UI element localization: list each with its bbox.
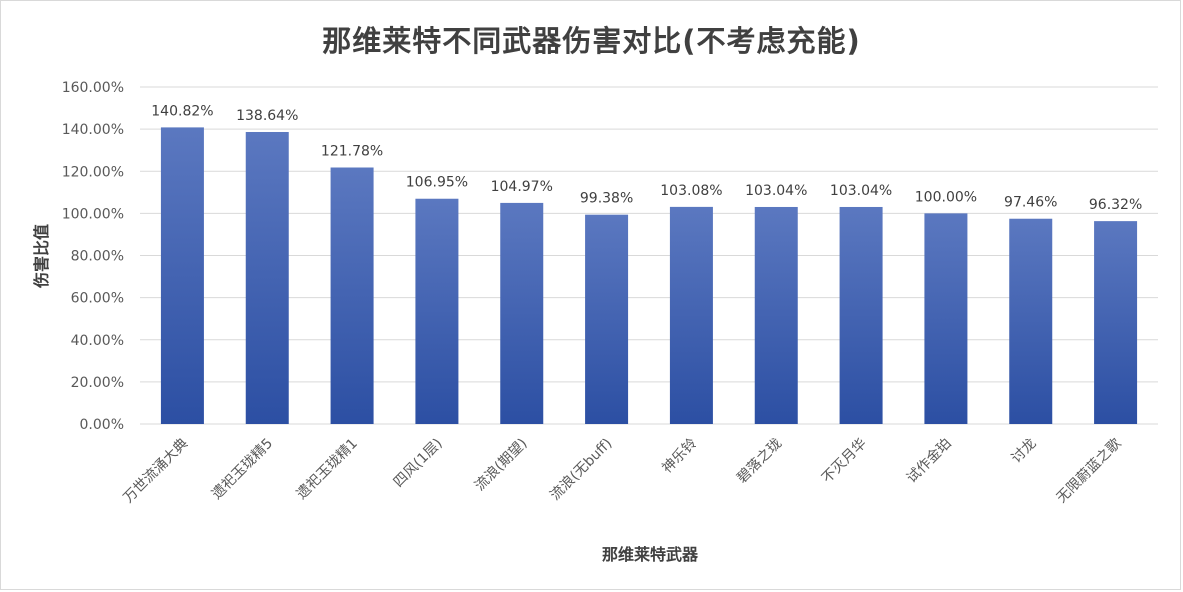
x-category-label: 遗祀玉珑精5	[209, 436, 276, 503]
chart-title: 那维莱特不同武器伤害对比(不考虑充能)	[322, 24, 861, 58]
bar	[160, 127, 204, 424]
y-tick-label: 100.00%	[62, 206, 124, 222]
y-tick-label: 20.00%	[71, 375, 124, 391]
bar	[585, 214, 629, 424]
x-category-label: 碧落之珑	[734, 436, 785, 487]
data-label: 97.46%	[1004, 195, 1057, 211]
data-label: 103.04%	[830, 183, 892, 199]
x-category-label: 讨龙	[1008, 436, 1039, 467]
data-label: 99.38%	[580, 191, 633, 207]
x-category-label: 流浪(无buff)	[547, 436, 615, 504]
x-category-label: 流浪(期望)	[472, 436, 531, 495]
data-label: 100.00%	[915, 189, 977, 205]
gridlines	[140, 86, 1158, 425]
y-tick-label: 140.00%	[62, 122, 124, 138]
x-category-label: 神乐铃	[659, 436, 700, 477]
data-label: 121.78%	[321, 144, 383, 160]
data-label: 106.95%	[406, 175, 468, 191]
y-tick-label: 120.00%	[62, 164, 124, 180]
x-category-labels: 万世流涌大典 遗祀玉珑精5 遗祀玉珑精1 四风(1层) 流浪(期望) 流浪(无buff) 神…	[121, 436, 1125, 507]
x-category-label: 不灭月华	[819, 436, 870, 487]
bar	[330, 167, 374, 425]
y-tick-label: 0.00%	[80, 417, 124, 433]
bars	[160, 127, 1138, 425]
data-label: 140.82%	[151, 103, 213, 119]
x-category-label: 四风(1层)	[391, 436, 446, 491]
y-tick-label: 160.00%	[62, 80, 124, 96]
bar	[924, 213, 968, 424]
x-category-label: 遗祀玉珑精1	[294, 436, 361, 503]
x-category-label: 试作金珀	[904, 436, 955, 487]
data-label: 96.32%	[1089, 197, 1142, 213]
bar	[839, 206, 883, 424]
data-label: 104.97%	[491, 179, 553, 195]
data-label: 103.04%	[745, 183, 807, 199]
data-labels: 140.82% 138.64% 121.78% 106.95% 104.97% 99.38…	[151, 103, 1142, 213]
bar	[669, 206, 713, 424]
bar	[754, 206, 798, 424]
bar	[500, 202, 544, 424]
bar	[415, 198, 459, 424]
bar	[1094, 221, 1138, 424]
y-tick-labels: 0.00% 20.00% 40.00% 60.00% 80.00% 100.00% 120.…	[62, 80, 124, 433]
x-category-label: 无限蔚蓝之歌	[1054, 436, 1125, 507]
x-axis-title: 那维莱特武器	[601, 545, 698, 564]
bar	[1009, 218, 1053, 424]
bar	[245, 131, 289, 424]
y-tick-label: 40.00%	[71, 333, 124, 349]
y-tick-label: 80.00%	[71, 249, 124, 265]
data-label: 138.64%	[236, 108, 298, 124]
y-tick-label: 60.00%	[71, 291, 124, 307]
data-label: 103.08%	[660, 183, 722, 199]
x-category-label: 万世流涌大典	[121, 436, 192, 507]
